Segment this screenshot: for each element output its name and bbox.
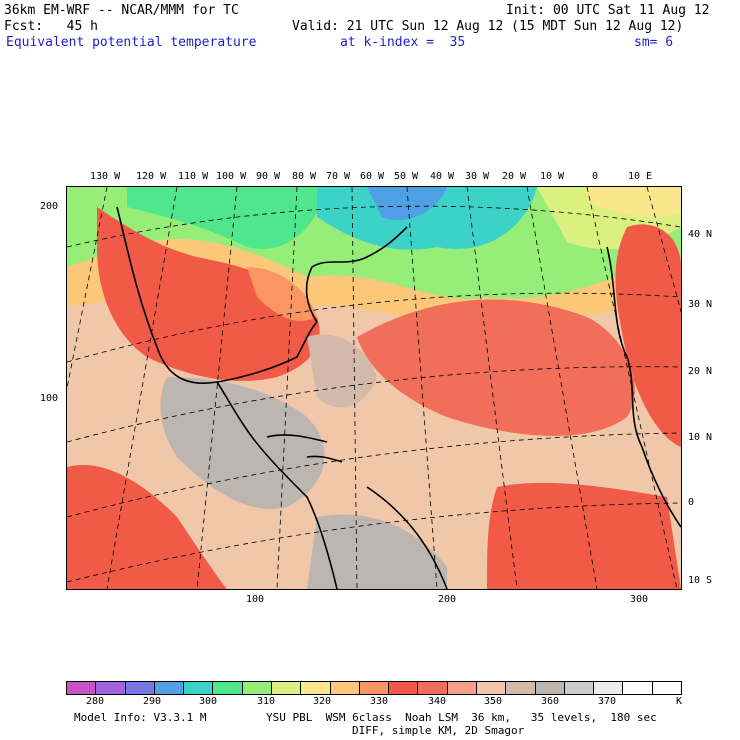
colorbar-swatch [564,682,595,694]
colorbar-swatch [535,682,565,694]
colorbar-swatch [96,682,126,694]
lon-label: 70 W [326,171,351,182]
colorbar-swatch [389,682,419,694]
grid-x-label: 100 [246,594,265,605]
field-name: Equivalent potential temperature [6,35,257,50]
colorbar-label: 370 [598,696,617,707]
lat-label: 40 N [688,229,713,240]
colorbar-swatch [271,682,302,694]
colorbar-swatch [301,682,331,694]
lon-label: 120 W [136,171,167,182]
lon-label: 100 W [216,171,247,182]
lat-label: 20 N [688,366,713,377]
colorbar-swatch [506,682,536,694]
forecast-hour: Fcst: 45 h [4,19,98,34]
colorbar-label: 300 [199,696,218,707]
model-title: 36km EM-WRF -- NCAR/MMM for TC [4,3,239,18]
grid-y-label: 200 [40,201,59,212]
init-time: Init: 00 UTC Sat 11 Aug 12 [506,3,710,18]
lon-label: 110 W [178,171,209,182]
colorbar-swatch [594,682,624,694]
lon-label: 20 W [502,171,527,182]
lat-label: 10 N [688,432,713,443]
lon-label: 90 W [256,171,281,182]
colorbar-swatch [359,682,390,694]
lat-label: 10 S [688,575,713,586]
colorbar-label: 280 [86,696,105,707]
lon-label: 0 [592,171,599,182]
colorbar-swatch [154,682,185,694]
colorbar-label: 330 [370,696,389,707]
colorbar-label: 360 [541,696,560,707]
colorbar-swatch [418,682,448,694]
colorbar-swatch [67,682,97,694]
colorbar-label: 320 [313,696,332,707]
lon-label: 40 W [430,171,455,182]
colorbar-swatch [125,682,155,694]
lon-label: 80 W [292,171,317,182]
lon-label: 60 W [360,171,385,182]
grid-x-label: 200 [438,594,457,605]
lon-label: 10 W [540,171,565,182]
model-diffusion: DIFF, simple KM, 2D Smagor [352,724,525,737]
lon-label: 50 W [394,171,419,182]
colorbar-unit: K [676,696,683,707]
colorbar-swatch [623,682,653,694]
colorbar-label: 290 [143,696,162,707]
theta-e-map [66,186,682,590]
lat-label: 30 N [688,299,713,310]
model-physics: YSU PBL WSM 6class Noah LSM 36 km, 35 le… [266,711,657,724]
colorbar-label: 310 [257,696,276,707]
colorbar-swatch [476,682,507,694]
level-index: at k-index = 35 [340,35,466,50]
map-canvas [67,187,681,589]
model-info: Model Info: V3.3.1 M [74,711,207,724]
smoothing: sm= 6 [634,35,674,50]
colorbar [66,681,682,695]
lon-label: 10 E [628,171,653,182]
colorbar-swatch [652,682,681,694]
colorbar-swatch [242,682,272,694]
lon-label: 30 W [465,171,490,182]
lat-label: 0 [688,497,695,508]
colorbar-swatch [184,682,214,694]
grid-x-label: 300 [630,594,649,605]
colorbar-label: 340 [428,696,447,707]
grid-y-label: 100 [40,393,59,404]
colorbar-swatch [330,682,360,694]
lon-label: 130 W [90,171,121,182]
colorbar-swatch [447,682,477,694]
colorbar-label: 350 [484,696,503,707]
valid-time: Valid: 21 UTC Sun 12 Aug 12 (15 MDT Sun … [292,19,684,34]
colorbar-swatch [213,682,243,694]
